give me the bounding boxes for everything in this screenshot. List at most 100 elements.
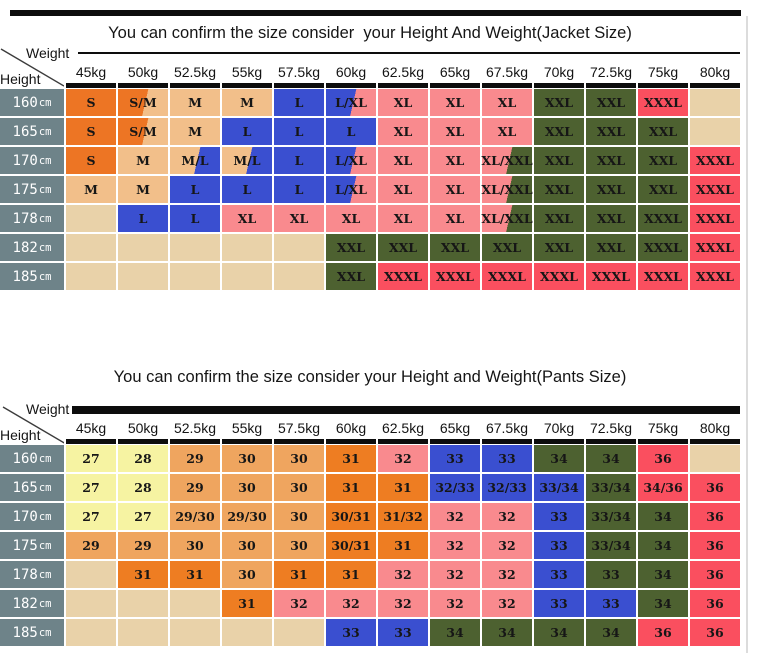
height-row-header: 175 cm bbox=[0, 176, 64, 203]
weight-axis-label: Weight bbox=[26, 401, 70, 417]
weight-header-cell: 72.5kg bbox=[586, 46, 636, 88]
size-cell: 34 bbox=[638, 503, 688, 530]
size-cell: 34 bbox=[586, 445, 636, 472]
size-cell: XL bbox=[378, 176, 428, 203]
size-cell: 30/31 bbox=[326, 503, 376, 530]
size-cell bbox=[222, 619, 272, 646]
size-cell: S bbox=[66, 147, 116, 174]
size-cell: XXL bbox=[534, 147, 584, 174]
size-cell: XXL bbox=[430, 234, 480, 261]
size-cell: XXXL bbox=[690, 147, 740, 174]
size-cell: XL bbox=[222, 205, 272, 232]
size-cell: XXXL bbox=[378, 263, 428, 290]
size-cell: L bbox=[170, 176, 220, 203]
size-cell bbox=[222, 234, 272, 261]
size-cell: 27 bbox=[66, 503, 116, 530]
weight-rule-bar bbox=[72, 406, 740, 414]
size-cell: 29/30 bbox=[170, 503, 220, 530]
size-cell: 31 bbox=[378, 532, 428, 559]
height-unit-label: cm bbox=[38, 212, 52, 225]
axis-corner-cell: Weight Height bbox=[0, 401, 69, 444]
size-cell bbox=[118, 234, 168, 261]
size-cell: 33 bbox=[326, 619, 376, 646]
size-cell: L bbox=[222, 118, 272, 145]
size-cell: 34 bbox=[534, 619, 584, 646]
size-cell: 29 bbox=[170, 445, 220, 472]
size-cell: 33 bbox=[586, 590, 636, 617]
size-cell: M bbox=[222, 89, 272, 116]
size-cell bbox=[222, 263, 272, 290]
weight-header-cell: 70kg bbox=[534, 402, 584, 444]
weight-header-cell: 60kg bbox=[326, 46, 376, 88]
height-row-header: 165 cm bbox=[0, 474, 64, 501]
weight-header-cell: 67.5kg bbox=[482, 46, 532, 88]
size-cell: 32 bbox=[378, 590, 428, 617]
size-cell: 33 bbox=[482, 445, 532, 472]
size-cell: XXL bbox=[534, 89, 584, 116]
size-cell: 27 bbox=[66, 474, 116, 501]
size-cell: XXL bbox=[586, 89, 636, 116]
size-cell: L bbox=[274, 118, 324, 145]
weight-header-cell: 75kg bbox=[638, 402, 688, 444]
size-cell: XXL bbox=[534, 118, 584, 145]
size-cell bbox=[690, 445, 740, 472]
size-cell: 32 bbox=[430, 532, 480, 559]
size-cell: M bbox=[170, 89, 220, 116]
size-cell: XL/XXL bbox=[481, 176, 533, 203]
size-cell bbox=[170, 263, 220, 290]
size-cell: 31 bbox=[222, 590, 272, 617]
size-cell bbox=[118, 263, 168, 290]
size-cell: 36 bbox=[638, 445, 688, 472]
height-row-header: 175 cm bbox=[0, 532, 64, 559]
size-cell bbox=[170, 590, 220, 617]
size-cell: 30 bbox=[222, 474, 272, 501]
size-cell: XL bbox=[430, 176, 480, 203]
size-cell bbox=[170, 234, 220, 261]
weight-header-cell: 70kg bbox=[534, 46, 584, 88]
height-unit-label: cm bbox=[38, 154, 52, 167]
size-cell: 31 bbox=[274, 561, 324, 588]
size-cell: 32 bbox=[378, 561, 428, 588]
size-cell: 33 bbox=[534, 561, 584, 588]
size-cell: S/M bbox=[118, 89, 168, 116]
weight-header-cell: 45kg bbox=[66, 46, 116, 88]
height-unit-label: cm bbox=[38, 183, 52, 196]
size-cell: 34 bbox=[638, 590, 688, 617]
height-unit-label: cm bbox=[38, 568, 52, 581]
size-cell: 33 bbox=[534, 532, 584, 559]
axis-corner-cell: Weight Height bbox=[0, 45, 69, 88]
weight-header-cell: 50kg bbox=[118, 402, 168, 444]
size-cell: S bbox=[66, 118, 116, 145]
height-unit-label: cm bbox=[38, 510, 52, 523]
size-cell: 33/34 bbox=[586, 474, 636, 501]
size-cell bbox=[690, 118, 740, 145]
size-cell: XXL bbox=[534, 176, 584, 203]
size-cell: S bbox=[66, 89, 116, 116]
weight-axis-label: Weight bbox=[26, 45, 70, 61]
size-cell: 30 bbox=[274, 445, 324, 472]
size-cell: 32/33 bbox=[430, 474, 480, 501]
size-cell: 33/34 bbox=[586, 532, 636, 559]
height-row-header: 185 cm bbox=[0, 263, 64, 290]
size-cell: 29 bbox=[66, 532, 116, 559]
size-cell: 32 bbox=[482, 590, 532, 617]
size-cell: 30 bbox=[222, 561, 272, 588]
size-cell: 36 bbox=[638, 619, 688, 646]
corner-diagonal-line bbox=[0, 48, 64, 87]
size-cell: 34/36 bbox=[638, 474, 688, 501]
size-cell: 34 bbox=[586, 619, 636, 646]
height-row-header: 182 cm bbox=[0, 590, 64, 617]
size-cell: XL bbox=[430, 89, 480, 116]
size-cell: XL bbox=[430, 205, 480, 232]
size-cell: XXXL bbox=[638, 205, 688, 232]
size-cell: XL bbox=[430, 147, 480, 174]
size-cell: XL/XXL bbox=[481, 147, 533, 174]
size-cell: 34 bbox=[430, 619, 480, 646]
size-cell bbox=[170, 619, 220, 646]
size-cell: XXL bbox=[586, 147, 636, 174]
size-cell: 32 bbox=[482, 532, 532, 559]
jacket-body-grid: 160 cm S S/M M M L L/XL XL XL XL XXL XXL XXXL 165 cm S S/… bbox=[0, 89, 740, 290]
size-cell bbox=[274, 263, 324, 290]
size-cell bbox=[66, 561, 116, 588]
size-cell bbox=[66, 205, 116, 232]
